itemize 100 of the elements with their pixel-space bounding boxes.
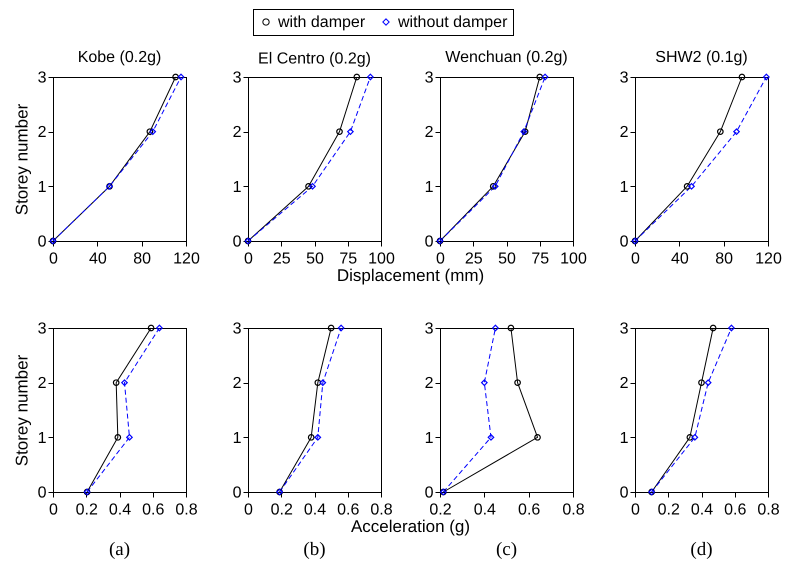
x-tick-label: 50 bbox=[306, 250, 324, 268]
x-tick-label: 120 bbox=[755, 250, 782, 268]
y-tick-label: 3 bbox=[424, 70, 434, 86]
x-tick-label: 75 bbox=[531, 250, 550, 268]
point bbox=[684, 183, 690, 190]
y-tick-label: 3 bbox=[620, 70, 629, 86]
y-tick-label: 2 bbox=[232, 375, 242, 392]
x-tick-label: 75 bbox=[339, 250, 358, 268]
point bbox=[338, 324, 344, 332]
text: (c) bbox=[496, 539, 518, 561]
point bbox=[114, 434, 122, 441]
y-tick-label: 1 bbox=[232, 430, 242, 447]
y-tick-label: 2 bbox=[38, 375, 47, 392]
x-axis-title: Displacement (mm) bbox=[336, 266, 484, 286]
x-tick-label: 0.6 bbox=[142, 502, 164, 518]
point bbox=[126, 434, 133, 441]
x-tick-label: 0.6 bbox=[518, 502, 540, 518]
legend-label: without damper bbox=[397, 14, 508, 31]
point bbox=[480, 379, 488, 386]
point bbox=[319, 379, 326, 386]
y-tick-label: 3 bbox=[38, 320, 47, 338]
y-tick-label: 2 bbox=[424, 124, 434, 142]
x-axis-title: Acceleration (g) bbox=[350, 517, 470, 537]
x-tick-label: 0 bbox=[436, 250, 446, 268]
y-tick-label: 3 bbox=[232, 70, 242, 86]
y-tick-label: 3 bbox=[38, 70, 47, 86]
point bbox=[488, 434, 494, 441]
x-tick-label: 0.2 bbox=[658, 502, 680, 518]
x-tick-label: 80 bbox=[133, 250, 152, 268]
y-tick-label: 1 bbox=[424, 430, 434, 447]
y-tick-label: 2 bbox=[620, 124, 629, 142]
point bbox=[314, 379, 322, 386]
x-tick-label: 0.8 bbox=[757, 502, 780, 518]
x-tick-label: 0.6 bbox=[724, 502, 746, 518]
point bbox=[698, 379, 705, 386]
x-tick-label: 100 bbox=[368, 250, 395, 268]
point bbox=[686, 434, 694, 441]
point bbox=[149, 128, 156, 136]
y-tick-label: 2 bbox=[620, 375, 629, 392]
x-tick-label: 50 bbox=[498, 250, 516, 268]
legend-label: with damper bbox=[277, 14, 366, 31]
x-tick-label: 0.4 bbox=[304, 502, 326, 518]
point bbox=[308, 434, 315, 441]
x-tick-label: 40 bbox=[670, 250, 689, 268]
y-tick-label: 0 bbox=[424, 484, 434, 502]
x-tick-label: 0 bbox=[244, 502, 254, 518]
y-tick-label: 3 bbox=[424, 320, 434, 338]
point bbox=[347, 128, 354, 136]
x-tick-label: 80 bbox=[715, 250, 734, 268]
y-tick-label: 2 bbox=[424, 375, 434, 392]
point bbox=[336, 128, 343, 135]
point bbox=[542, 74, 548, 80]
y-tick-label: 0 bbox=[232, 234, 242, 250]
y-axis-title: Storey number bbox=[12, 103, 32, 216]
y-tick-label: 3 bbox=[620, 320, 629, 338]
y-tick-label: 1 bbox=[232, 178, 242, 196]
y-tick-label: 1 bbox=[38, 178, 47, 196]
y-tick-label: 3 bbox=[232, 320, 242, 338]
point bbox=[309, 182, 316, 190]
x-tick-label: 0.2 bbox=[429, 502, 452, 518]
x-tick-label: 0.8 bbox=[562, 502, 585, 518]
y-tick-label: 1 bbox=[620, 430, 629, 447]
x-tick-label: 0 bbox=[49, 250, 58, 268]
text: (a) bbox=[108, 539, 130, 561]
point bbox=[704, 379, 712, 386]
y-tick-label: 2 bbox=[232, 124, 242, 142]
point bbox=[156, 324, 163, 332]
point bbox=[121, 379, 128, 386]
point bbox=[146, 128, 154, 135]
chart-title: SHW2 (0.1g) bbox=[655, 49, 748, 66]
point bbox=[717, 128, 724, 135]
x-tick-label: 0.4 bbox=[108, 502, 132, 518]
point bbox=[314, 434, 322, 441]
text: (d) bbox=[690, 539, 713, 561]
x-tick-label: 0 bbox=[631, 250, 640, 268]
y-tick-label: 1 bbox=[620, 178, 629, 196]
y-tick-label: 2 bbox=[38, 124, 47, 142]
point bbox=[492, 324, 499, 332]
x-tick-label: 0 bbox=[49, 502, 58, 518]
chart-title: El Centro (0.2g) bbox=[258, 50, 371, 68]
x-tick-label: 25 bbox=[272, 250, 291, 268]
x-tick-label: 100 bbox=[560, 250, 587, 268]
y-tick-label: 0 bbox=[620, 234, 629, 250]
point bbox=[514, 379, 521, 386]
y-tick-label: 1 bbox=[38, 430, 47, 447]
text: (b) bbox=[303, 539, 326, 561]
y-tick-label: 0 bbox=[424, 234, 434, 250]
chart-title: Wenchuan (0.2g) bbox=[445, 49, 568, 66]
x-tick-label: 40 bbox=[88, 250, 107, 268]
point bbox=[692, 434, 698, 441]
x-tick-label: 0 bbox=[631, 502, 640, 518]
point bbox=[534, 434, 541, 441]
point bbox=[112, 379, 120, 386]
y-tick-label: 1 bbox=[424, 178, 434, 196]
chart-title: Kobe (0.2g) bbox=[78, 49, 162, 66]
x-tick-label: 0.8 bbox=[370, 502, 393, 518]
x-tick-label: 0.2 bbox=[76, 502, 98, 518]
y-tick-label: 0 bbox=[620, 484, 629, 502]
x-tick-label: 0 bbox=[244, 250, 254, 268]
x-tick-label: 0.4 bbox=[474, 502, 496, 518]
